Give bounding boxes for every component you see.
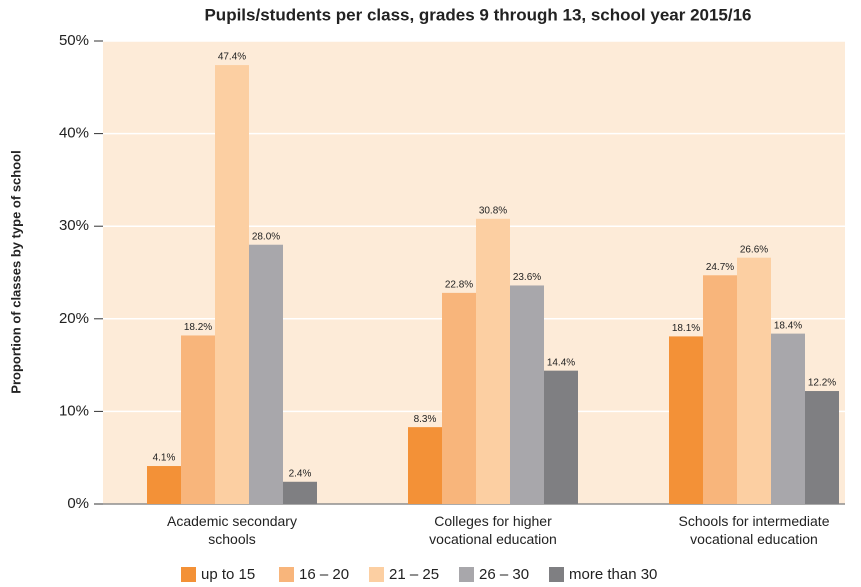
legend-label: up to 15	[201, 566, 255, 583]
bar	[476, 218, 510, 505]
bar	[147, 466, 181, 504]
data-label: 18.4%	[774, 320, 802, 331]
legend-swatch	[181, 567, 196, 582]
bar	[181, 335, 215, 504]
x-tick-label: Colleges for higher vocational education	[429, 513, 557, 547]
bar	[249, 244, 283, 504]
y-tick-label: 30%	[59, 217, 89, 234]
legend-label: 26 – 30	[479, 566, 529, 583]
bar	[283, 481, 317, 504]
y-tick-label: 50%	[59, 32, 89, 49]
data-label: 14.4%	[547, 357, 575, 368]
data-label: 12.2%	[808, 378, 836, 389]
legend-swatch	[459, 567, 474, 582]
data-label: 22.8%	[445, 280, 473, 291]
legend-swatch	[549, 567, 564, 582]
x-tick-label: Schools for intermediate vocational educ…	[678, 513, 830, 547]
data-label: 8.3%	[414, 414, 437, 425]
bar	[215, 65, 249, 505]
data-label: 4.1%	[153, 453, 176, 464]
legend-label: 21 – 25	[389, 566, 439, 583]
bar	[669, 336, 703, 504]
chart-title: Pupils/students per class, grades 9 thro…	[204, 5, 751, 24]
y-tick-label: 40%	[59, 125, 89, 142]
y-axis-label: Proportion of classes by type of school	[8, 150, 23, 393]
data-label: 24.7%	[706, 262, 734, 273]
bar	[510, 285, 544, 504]
bar	[544, 370, 578, 504]
data-label: 23.6%	[513, 272, 541, 283]
legend-swatch	[279, 567, 294, 582]
x-tick-label: Academic secondary schools	[167, 513, 297, 547]
y-tick-label: 10%	[59, 402, 89, 419]
bar	[737, 257, 771, 504]
bar	[703, 275, 737, 504]
data-label: 26.6%	[740, 244, 768, 255]
legend-swatch	[369, 567, 384, 582]
bar	[805, 391, 839, 504]
y-tick-label: 0%	[67, 495, 89, 512]
data-label: 47.4%	[218, 52, 246, 63]
y-tick-label: 20%	[59, 310, 89, 327]
bar	[442, 292, 476, 504]
data-label: 18.2%	[184, 322, 212, 333]
data-label: 30.8%	[479, 205, 507, 216]
legend-label: 16 – 20	[299, 566, 349, 583]
data-label: 28.0%	[252, 231, 280, 242]
data-label: 18.1%	[672, 323, 700, 334]
bar	[408, 427, 442, 504]
bar	[771, 333, 805, 504]
legend-label: more than 30	[569, 566, 657, 583]
data-label: 2.4%	[289, 468, 312, 479]
